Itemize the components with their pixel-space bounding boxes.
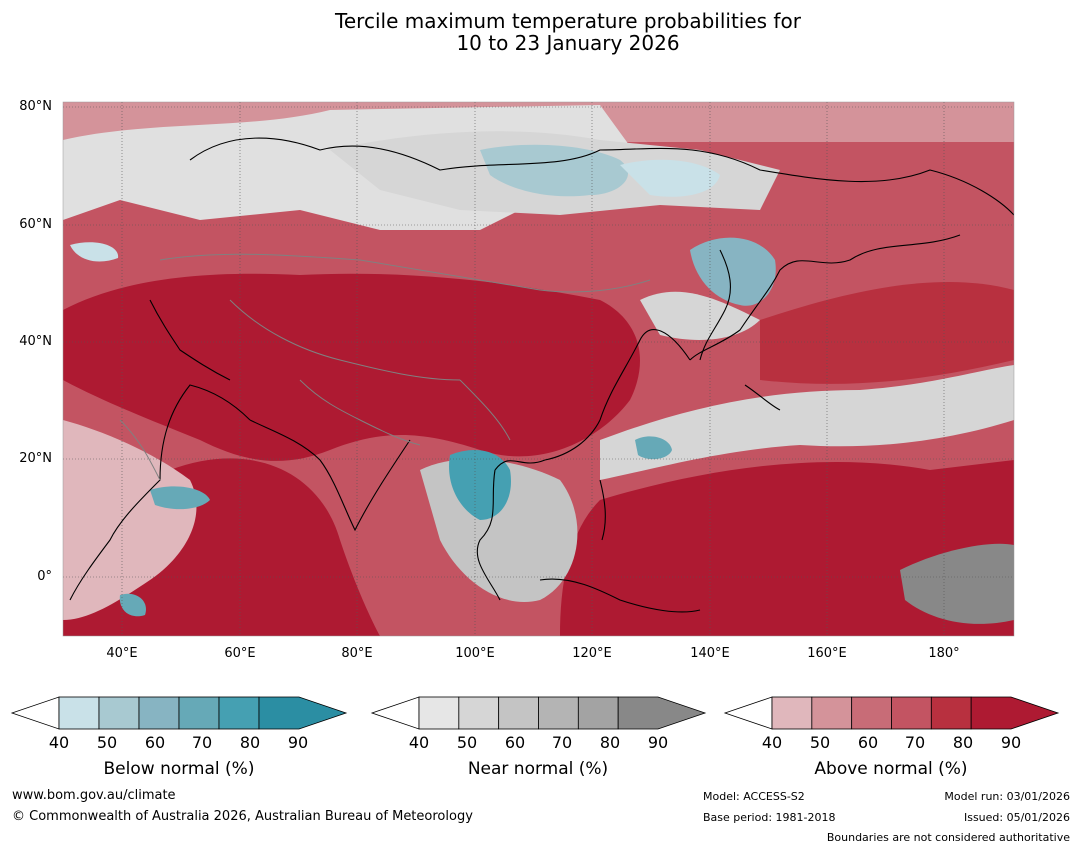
lon-label-180: 180° xyxy=(928,646,960,661)
lon-label-120e: 120°E xyxy=(572,646,612,661)
arabia-near-normal-region xyxy=(63,420,197,620)
colorbar-swatch xyxy=(458,696,500,730)
colorbar-below-normal xyxy=(10,696,348,730)
north-pacific-above-normal-region xyxy=(760,281,1014,384)
colorbar-swatch xyxy=(891,696,932,730)
colorbar-swatch xyxy=(418,696,460,730)
philippine-sea-below-normal-region xyxy=(635,436,672,460)
colorbar-swatch xyxy=(538,696,579,730)
colorbar-near-normal xyxy=(370,696,707,730)
cbar-below-tick: 70 xyxy=(191,733,213,752)
issued-text: Issued: 05/01/2026 xyxy=(963,811,1070,824)
cbar-below-tick: 50 xyxy=(96,733,118,752)
lon-label-140e: 140°E xyxy=(690,646,730,661)
country-borders xyxy=(119,253,651,481)
cbar-near-tick: 90 xyxy=(647,733,669,752)
pacific-above-normal-region xyxy=(560,460,1014,636)
colorbar-swatch xyxy=(771,696,813,730)
cbar-near-tick: 80 xyxy=(599,733,621,752)
colorbar-low-arrow xyxy=(370,696,420,730)
lat-label-80n: 80°N xyxy=(19,99,52,114)
lat-label-0: 0° xyxy=(37,569,52,584)
siberia-below-normal-region xyxy=(480,144,629,197)
cbar-near-tick: 70 xyxy=(551,733,573,752)
near-normal-label: Near normal (%) xyxy=(467,759,609,779)
colorbar-swatch xyxy=(218,696,260,730)
colorbar-swatch xyxy=(617,696,707,730)
cbar-near-tick: 60 xyxy=(504,733,526,752)
colorbars xyxy=(10,696,1060,730)
model-run-text: Model run: 03/01/2026 xyxy=(944,790,1070,803)
cbar-near-tick: 50 xyxy=(456,733,478,752)
colorbar-swatch xyxy=(138,696,180,730)
colorbar-swatch xyxy=(98,696,140,730)
colorbar-swatch xyxy=(930,696,972,730)
lat-label-20n: 20°N xyxy=(19,451,52,466)
map-title: Tercile maximum temperature probabilitie… xyxy=(0,10,1081,54)
model-text: Model: ACCESS-S2 xyxy=(703,790,805,803)
lat-label-60n: 60°N xyxy=(19,217,52,232)
lon-label-160e: 160°E xyxy=(807,646,847,661)
copyright-text: © Commonwealth of Australia 2026, Austra… xyxy=(12,809,473,824)
graticule xyxy=(63,102,1014,636)
colorbar-swatch xyxy=(498,696,539,730)
colorbar-low-arrow xyxy=(10,696,60,730)
cbar-below-tick: 60 xyxy=(144,733,166,752)
cbar-below-tick: 80 xyxy=(239,733,261,752)
subtropical-near-normal-band xyxy=(600,365,1014,480)
below-normal-label: Below normal (%) xyxy=(103,759,255,779)
cbar-above-tick: 60 xyxy=(857,733,879,752)
asia-core-above-normal-region xyxy=(63,273,640,461)
above-normal-label: Above normal (%) xyxy=(814,759,968,779)
colorbar-swatch xyxy=(577,696,619,730)
lon-label-40e: 40°E xyxy=(106,646,138,661)
base-period-text: Base period: 1981-2018 xyxy=(703,811,836,824)
colorbar-above-normal xyxy=(723,696,1060,730)
colorbar-low-arrow xyxy=(723,696,773,730)
boundaries-disclaimer: Boundaries are not considered authoritat… xyxy=(826,831,1070,844)
map-frame xyxy=(62,101,1015,637)
japan-sea-near-normal-region xyxy=(640,291,760,340)
colorbar-swatch xyxy=(178,696,220,730)
far-east-below-normal-region xyxy=(690,237,776,306)
equatorial-pacific-near-normal-region xyxy=(900,543,1014,624)
cbar-above-tick: 90 xyxy=(1000,733,1022,752)
somalia-below-normal-region xyxy=(119,593,146,617)
website-link[interactable]: www.bom.gov.au/climate xyxy=(12,788,176,803)
lat-label-40n: 40°N xyxy=(19,334,52,349)
cbar-near-tick: 40 xyxy=(408,733,430,752)
colorbar-swatch xyxy=(58,696,100,730)
cbar-below-tick: 90 xyxy=(287,733,309,752)
title-line-2: 10 to 23 January 2026 xyxy=(456,31,680,55)
colorbar-swatch xyxy=(811,696,853,730)
colorbar-swatch xyxy=(258,696,348,730)
west-below-normal-patch xyxy=(70,242,119,262)
lon-label-100e: 100°E xyxy=(455,646,495,661)
east-africa-below-normal-region xyxy=(150,486,210,510)
title-line-1: Tercile maximum temperature probabilitie… xyxy=(335,9,801,33)
cbar-above-tick: 70 xyxy=(904,733,926,752)
cbar-above-tick: 80 xyxy=(952,733,974,752)
yakutia-below-normal-region xyxy=(620,159,720,197)
cbar-above-tick: 40 xyxy=(761,733,783,752)
cbar-below-tick: 40 xyxy=(48,733,70,752)
cbar-above-tick: 50 xyxy=(809,733,831,752)
lon-label-80e: 80°E xyxy=(341,646,373,661)
lon-label-60e: 60°E xyxy=(224,646,256,661)
colorbar-swatch xyxy=(970,696,1060,730)
forecast-map xyxy=(62,101,1015,637)
colorbar-swatch xyxy=(851,696,892,730)
indochina-below-normal-region xyxy=(449,450,511,520)
